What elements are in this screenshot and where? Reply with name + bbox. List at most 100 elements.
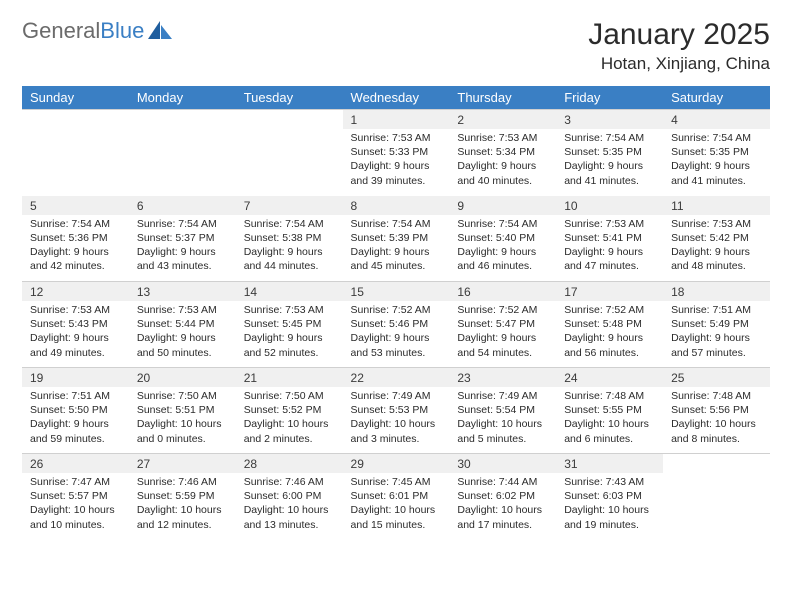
day-detail: Sunrise: 7:51 AMSunset: 5:50 PMDaylight:… — [22, 387, 129, 450]
dow-header: Saturday — [663, 86, 770, 110]
day-detail: Sunrise: 7:44 AMSunset: 6:02 PMDaylight:… — [449, 473, 556, 536]
calendar-cell: 26Sunrise: 7:47 AMSunset: 5:57 PMDayligh… — [22, 454, 129, 540]
calendar-cell: 14Sunrise: 7:53 AMSunset: 5:45 PMDayligh… — [236, 282, 343, 368]
day-detail: Sunrise: 7:54 AMSunset: 5:39 PMDaylight:… — [343, 215, 450, 278]
day-number: 18 — [663, 282, 770, 301]
dow-header: Thursday — [449, 86, 556, 110]
calendar-cell: 5Sunrise: 7:54 AMSunset: 5:36 PMDaylight… — [22, 196, 129, 282]
day-detail: Sunrise: 7:52 AMSunset: 5:48 PMDaylight:… — [556, 301, 663, 364]
day-detail: Sunrise: 7:49 AMSunset: 5:53 PMDaylight:… — [343, 387, 450, 450]
calendar-cell: 20Sunrise: 7:50 AMSunset: 5:51 PMDayligh… — [129, 368, 236, 454]
logo-sail-icon — [148, 21, 174, 41]
day-number: 25 — [663, 368, 770, 387]
calendar-cell: 9Sunrise: 7:54 AMSunset: 5:40 PMDaylight… — [449, 196, 556, 282]
calendar-week: 5Sunrise: 7:54 AMSunset: 5:36 PMDaylight… — [22, 196, 770, 282]
day-detail: Sunrise: 7:46 AMSunset: 6:00 PMDaylight:… — [236, 473, 343, 536]
day-number: 4 — [663, 110, 770, 129]
day-detail: Sunrise: 7:48 AMSunset: 5:55 PMDaylight:… — [556, 387, 663, 450]
day-number: 12 — [22, 282, 129, 301]
day-detail: Sunrise: 7:53 AMSunset: 5:33 PMDaylight:… — [343, 129, 450, 192]
calendar-table: SundayMondayTuesdayWednesdayThursdayFrid… — [22, 86, 770, 540]
day-number: 16 — [449, 282, 556, 301]
day-detail: Sunrise: 7:46 AMSunset: 5:59 PMDaylight:… — [129, 473, 236, 536]
page-header: GeneralBlue January 2025 Hotan, Xinjiang… — [22, 18, 770, 74]
day-detail: Sunrise: 7:53 AMSunset: 5:44 PMDaylight:… — [129, 301, 236, 364]
calendar-cell: 31Sunrise: 7:43 AMSunset: 6:03 PMDayligh… — [556, 454, 663, 540]
calendar-cell: 29Sunrise: 7:45 AMSunset: 6:01 PMDayligh… — [343, 454, 450, 540]
day-detail: Sunrise: 7:54 AMSunset: 5:35 PMDaylight:… — [556, 129, 663, 192]
calendar-week: 1Sunrise: 7:53 AMSunset: 5:33 PMDaylight… — [22, 110, 770, 196]
calendar-week: 19Sunrise: 7:51 AMSunset: 5:50 PMDayligh… — [22, 368, 770, 454]
dow-header: Sunday — [22, 86, 129, 110]
calendar-cell — [129, 110, 236, 196]
day-detail: Sunrise: 7:52 AMSunset: 5:46 PMDaylight:… — [343, 301, 450, 364]
dow-row: SundayMondayTuesdayWednesdayThursdayFrid… — [22, 86, 770, 110]
calendar-page: GeneralBlue January 2025 Hotan, Xinjiang… — [0, 0, 792, 558]
calendar-body: 1Sunrise: 7:53 AMSunset: 5:33 PMDaylight… — [22, 110, 770, 540]
calendar-head: SundayMondayTuesdayWednesdayThursdayFrid… — [22, 86, 770, 110]
logo-text: GeneralBlue — [22, 18, 144, 44]
day-number: 29 — [343, 454, 450, 473]
calendar-cell: 2Sunrise: 7:53 AMSunset: 5:34 PMDaylight… — [449, 110, 556, 196]
day-detail: Sunrise: 7:50 AMSunset: 5:52 PMDaylight:… — [236, 387, 343, 450]
calendar-cell: 28Sunrise: 7:46 AMSunset: 6:00 PMDayligh… — [236, 454, 343, 540]
day-detail: Sunrise: 7:48 AMSunset: 5:56 PMDaylight:… — [663, 387, 770, 450]
day-number: 19 — [22, 368, 129, 387]
calendar-cell: 15Sunrise: 7:52 AMSunset: 5:46 PMDayligh… — [343, 282, 450, 368]
day-detail: Sunrise: 7:49 AMSunset: 5:54 PMDaylight:… — [449, 387, 556, 450]
calendar-cell: 6Sunrise: 7:54 AMSunset: 5:37 PMDaylight… — [129, 196, 236, 282]
day-number: 27 — [129, 454, 236, 473]
calendar-cell — [663, 454, 770, 540]
calendar-cell: 13Sunrise: 7:53 AMSunset: 5:44 PMDayligh… — [129, 282, 236, 368]
calendar-cell: 24Sunrise: 7:48 AMSunset: 5:55 PMDayligh… — [556, 368, 663, 454]
dow-header: Monday — [129, 86, 236, 110]
logo-text-blue: Blue — [100, 18, 144, 43]
day-number: 24 — [556, 368, 663, 387]
day-number: 26 — [22, 454, 129, 473]
dow-header: Friday — [556, 86, 663, 110]
day-detail: Sunrise: 7:52 AMSunset: 5:47 PMDaylight:… — [449, 301, 556, 364]
calendar-week: 12Sunrise: 7:53 AMSunset: 5:43 PMDayligh… — [22, 282, 770, 368]
calendar-cell: 21Sunrise: 7:50 AMSunset: 5:52 PMDayligh… — [236, 368, 343, 454]
dow-header: Tuesday — [236, 86, 343, 110]
day-number: 28 — [236, 454, 343, 473]
logo-text-gray: General — [22, 18, 100, 43]
day-detail: Sunrise: 7:43 AMSunset: 6:03 PMDaylight:… — [556, 473, 663, 536]
day-number: 13 — [129, 282, 236, 301]
day-number: 20 — [129, 368, 236, 387]
calendar-cell: 17Sunrise: 7:52 AMSunset: 5:48 PMDayligh… — [556, 282, 663, 368]
day-number: 22 — [343, 368, 450, 387]
calendar-cell: 8Sunrise: 7:54 AMSunset: 5:39 PMDaylight… — [343, 196, 450, 282]
day-detail: Sunrise: 7:53 AMSunset: 5:45 PMDaylight:… — [236, 301, 343, 364]
day-number: 30 — [449, 454, 556, 473]
day-number: 7 — [236, 196, 343, 215]
day-detail: Sunrise: 7:53 AMSunset: 5:41 PMDaylight:… — [556, 215, 663, 278]
day-detail: Sunrise: 7:47 AMSunset: 5:57 PMDaylight:… — [22, 473, 129, 536]
day-number: 15 — [343, 282, 450, 301]
calendar-cell: 10Sunrise: 7:53 AMSunset: 5:41 PMDayligh… — [556, 196, 663, 282]
day-number: 3 — [556, 110, 663, 129]
day-detail: Sunrise: 7:54 AMSunset: 5:35 PMDaylight:… — [663, 129, 770, 192]
day-number: 17 — [556, 282, 663, 301]
title-block: January 2025 Hotan, Xinjiang, China — [588, 18, 770, 74]
calendar-cell: 22Sunrise: 7:49 AMSunset: 5:53 PMDayligh… — [343, 368, 450, 454]
calendar-cell: 1Sunrise: 7:53 AMSunset: 5:33 PMDaylight… — [343, 110, 450, 196]
calendar-cell: 27Sunrise: 7:46 AMSunset: 5:59 PMDayligh… — [129, 454, 236, 540]
calendar-cell: 19Sunrise: 7:51 AMSunset: 5:50 PMDayligh… — [22, 368, 129, 454]
day-detail: Sunrise: 7:54 AMSunset: 5:40 PMDaylight:… — [449, 215, 556, 278]
day-detail: Sunrise: 7:54 AMSunset: 5:37 PMDaylight:… — [129, 215, 236, 278]
month-title: January 2025 — [588, 18, 770, 52]
day-number: 9 — [449, 196, 556, 215]
day-number: 6 — [129, 196, 236, 215]
day-detail: Sunrise: 7:50 AMSunset: 5:51 PMDaylight:… — [129, 387, 236, 450]
day-detail: Sunrise: 7:51 AMSunset: 5:49 PMDaylight:… — [663, 301, 770, 364]
day-number: 11 — [663, 196, 770, 215]
day-number: 2 — [449, 110, 556, 129]
day-detail: Sunrise: 7:45 AMSunset: 6:01 PMDaylight:… — [343, 473, 450, 536]
calendar-cell: 25Sunrise: 7:48 AMSunset: 5:56 PMDayligh… — [663, 368, 770, 454]
location: Hotan, Xinjiang, China — [588, 54, 770, 74]
calendar-cell — [22, 110, 129, 196]
day-number: 14 — [236, 282, 343, 301]
calendar-cell: 18Sunrise: 7:51 AMSunset: 5:49 PMDayligh… — [663, 282, 770, 368]
calendar-cell — [236, 110, 343, 196]
